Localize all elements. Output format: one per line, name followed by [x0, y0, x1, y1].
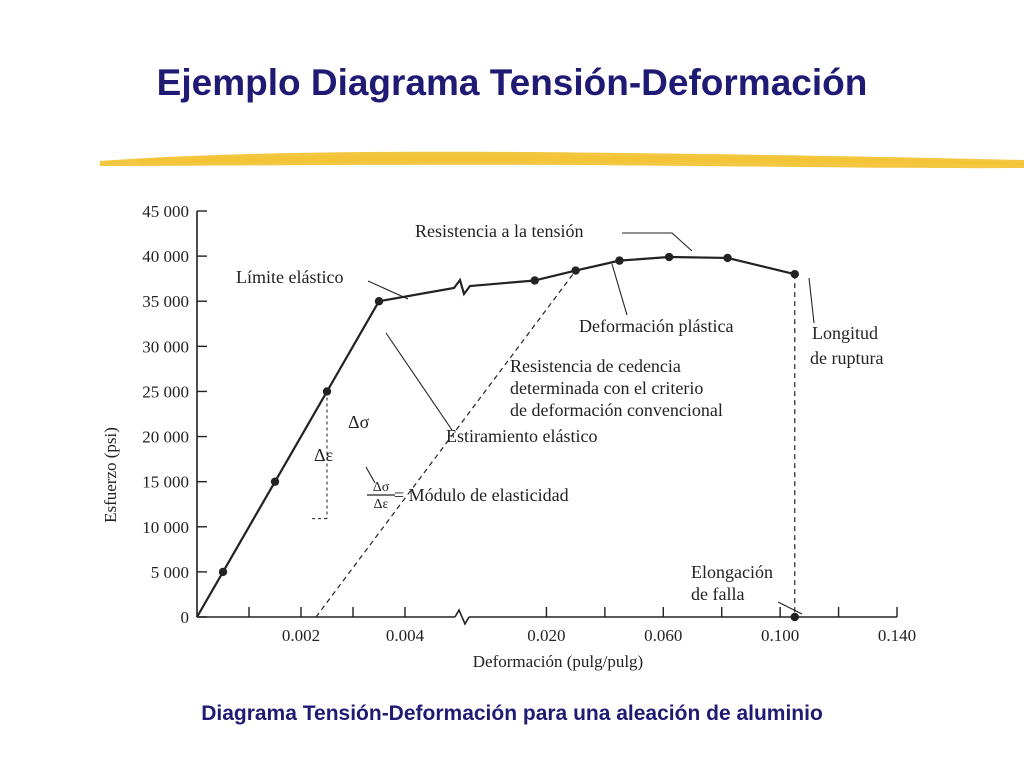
- leader-elongation-failure: [777, 601, 803, 615]
- y-tick-label: 25 000: [142, 382, 189, 401]
- y-axis-ticks: 0 5 000 10 000 15 000 20 000 25 000 30 000 35 0…: [142, 202, 207, 627]
- x-tick-label: 0.020: [527, 626, 565, 645]
- y-tick-label: 20 000: [142, 428, 189, 447]
- y-tick-label: 0: [181, 608, 190, 627]
- chart-panel: 0 5 000 10 000 15 000 20 000 25 000 30 000 35 0…: [92, 190, 924, 682]
- elastic-data-point: [218, 567, 228, 577]
- plastic-data-point: [530, 276, 539, 285]
- label-delta-epsilon: Δε: [314, 445, 334, 465]
- label-delta-sigma: Δσ: [348, 412, 370, 432]
- y-tick-label: 5 000: [151, 563, 189, 582]
- x-tick-label: 0.002: [282, 626, 320, 645]
- elastic-data-point: [322, 387, 332, 396]
- leader-plastic-deformation: [611, 263, 628, 316]
- label-rupture-strength-2: de ruptura: [810, 348, 883, 368]
- plastic-region-line: [534, 255, 796, 282]
- label-rupture-strength-1: Longitud: [812, 323, 878, 343]
- plastic-data-point: [664, 252, 674, 262]
- leader-elastic-limit: [367, 280, 409, 300]
- slide-title: Ejemplo Diagrama Tensión-Deformación: [156, 62, 868, 103]
- label-tensile-strength: Resistencia a la tensión: [415, 221, 583, 241]
- x-tick-label: 0.140: [878, 626, 916, 645]
- label-plastic-deformation: Deformación plástica: [579, 316, 733, 336]
- label-elastic-limit: Límite elástico: [236, 267, 343, 287]
- leader-tensile-strength: [622, 232, 693, 252]
- curve-break-segment: [378, 277, 535, 303]
- x-axis-ticks: 0.002 0.004 0.020 0.060 0.100 0.140: [248, 607, 916, 645]
- plastic-data-point: [790, 269, 799, 279]
- label-yield-strength-1: Resistencia de cedencia: [510, 356, 681, 376]
- label-yield-strength-3: de deformación convencional: [510, 400, 723, 420]
- chart-caption: Diagrama Tensión-Deformación para una al…: [201, 702, 823, 725]
- elastic-data-point: [270, 477, 280, 486]
- stress-strain-chart: 0 5 000 10 000 15 000 20 000 25 000 30 000 35 0…: [101, 202, 916, 671]
- offset-dashed-line: [315, 270, 577, 618]
- y-tick-label: 30 000: [142, 337, 189, 356]
- x-axis-break-mark: [454, 608, 470, 626]
- label-elongation-failure-2: de falla: [691, 584, 744, 604]
- y-tick-label: 10 000: [142, 518, 189, 537]
- y-tick-label: 15 000: [142, 473, 189, 492]
- x-tick-label: 0.100: [761, 626, 799, 645]
- plastic-data-point: [615, 256, 624, 265]
- brush-stroke-divider: [100, 151, 1024, 169]
- label-fraction-denominator: Δε: [374, 497, 389, 512]
- failure-data-point: [790, 612, 799, 622]
- elastic-data-point: [374, 297, 384, 306]
- label-elongation-failure-1: Elongación: [691, 562, 773, 582]
- y-axis-label: Esfuerzo (psi): [101, 427, 120, 523]
- x-axis-label: Deformación (pulg/pulg): [473, 652, 643, 671]
- leader-modulus: [365, 466, 376, 484]
- label-modulus: = Módulo de elasticidad: [394, 485, 569, 505]
- x-tick-label: 0.060: [644, 626, 682, 645]
- leader-elastic-stretch: [385, 332, 453, 431]
- curve-layer: [196, 232, 815, 618]
- plastic-data-point: [723, 253, 732, 263]
- label-yield-strength-2: determinada con el criterio: [510, 378, 703, 398]
- axes-layer: [196, 211, 897, 626]
- label-elastic-stretch: Estiramiento elástico: [446, 426, 597, 446]
- plastic-data-point: [571, 266, 580, 275]
- y-tick-label: 45 000: [142, 202, 189, 221]
- y-tick-label: 35 000: [142, 292, 189, 311]
- y-tick-label: 40 000: [142, 247, 189, 266]
- leader-rupture-strength: [808, 277, 815, 324]
- x-tick-label: 0.004: [386, 626, 425, 645]
- label-fraction-numerator: Δσ: [373, 480, 390, 495]
- data-points: [218, 252, 799, 622]
